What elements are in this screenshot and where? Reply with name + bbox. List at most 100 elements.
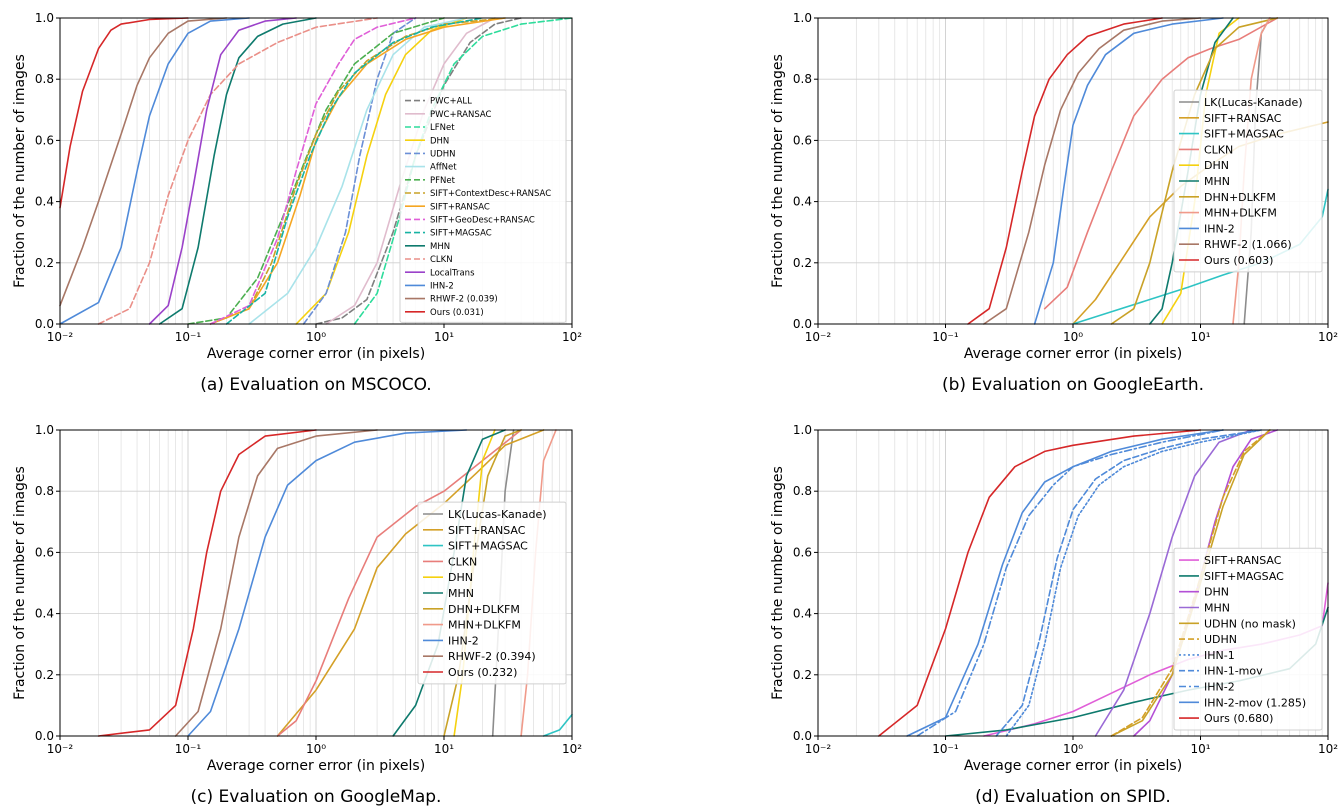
- legend-entry: SIFT+GeoDesc+RANSAC: [430, 215, 535, 225]
- series-line-4: [276, 429, 522, 737]
- x-tick-label: 10²: [562, 330, 582, 344]
- x-tick-label: 10⁻²: [805, 330, 832, 344]
- y-tick-label: 0.2: [793, 256, 812, 270]
- y-tick-label: 1.0: [793, 423, 812, 437]
- y-tick-label: 0.0: [35, 729, 54, 743]
- legend-entry: UDHN: [430, 149, 456, 159]
- legend-entry: SIFT+RANSAC: [1204, 554, 1282, 567]
- legend-entry: PWC+ALL: [430, 97, 472, 107]
- series-line-9: [187, 429, 468, 737]
- panel-caption: (a) Evaluation on MSCOCO.: [200, 375, 431, 395]
- legend-entry: DHN: [1204, 159, 1229, 172]
- series-line-10: [906, 429, 1224, 737]
- legend: LK(Lucas-Kanade) SIFT+RANSAC SIFT+MAGSAC CL…: [1173, 89, 1323, 273]
- panel-caption: (b) Evaluation on GoogleEarth.: [942, 375, 1204, 395]
- series-line-10: [209, 17, 417, 325]
- legend-entry: DHN: [1204, 586, 1229, 599]
- legend-entry: Ours (0.031): [430, 308, 484, 318]
- x-tick-label: 10⁻¹: [175, 330, 202, 344]
- chart-panel-3: 10⁻² 10⁻¹ 10⁰ 10¹ 10² 0.0 0.2 0.4 0.6 0.8 1.0 Avera…: [12, 423, 582, 807]
- series-line-5: [302, 17, 417, 325]
- legend-entry: IHN-1-mov: [1204, 665, 1263, 678]
- series-line-7: [187, 17, 445, 325]
- y-tick-label: 0.8: [35, 72, 54, 86]
- legend-entry: DHN: [430, 136, 449, 146]
- legend-entry: MHN: [1204, 601, 1230, 614]
- y-tick-label: 1.0: [793, 11, 812, 25]
- x-tick-label: 10⁻¹: [932, 330, 959, 344]
- y-tick-label: 1.0: [35, 11, 54, 25]
- legend-entry: Ours (0.232): [448, 666, 517, 679]
- legend-entry: SIFT+MAGSAC: [430, 229, 492, 239]
- legend-entry: RHWF-2 (1.066): [1204, 238, 1292, 251]
- y-tick-label: 0.4: [35, 195, 54, 209]
- legend-entry: LocalTrans: [430, 268, 475, 278]
- legend-entry: IHN-1: [1204, 649, 1235, 662]
- series-line-9: [1033, 17, 1224, 325]
- series-line-11: [97, 429, 317, 737]
- series-line-8: [995, 429, 1263, 737]
- series-line-11: [225, 17, 484, 325]
- x-tick-label: 10¹: [1190, 742, 1210, 756]
- x-axis-label: Average corner error (in pixels): [207, 758, 425, 774]
- legend-box: [399, 89, 567, 323]
- legend-entry: MHN: [430, 242, 450, 252]
- chart-panel-1: 10⁻² 10⁻¹ 10⁰ 10¹ 10² 0.0 0.2 0.4 0.6 0.8 1.0 Avera…: [12, 11, 582, 395]
- chart-panel-4: 10⁻² 10⁻¹ 10⁰ 10¹ 10² 0.0 0.2 0.4 0.6 0.8 1.0 Avera…: [770, 423, 1338, 807]
- legend-entry: SIFT+MAGSAC: [448, 540, 528, 553]
- legend-entry: SIFT+ContextDesc+RANSAC: [430, 189, 551, 199]
- legend-entry: SIFT+RANSAC: [430, 202, 490, 212]
- y-axis-label: Fraction of the number of images: [12, 54, 28, 288]
- y-tick-label: 0.6: [35, 545, 54, 559]
- chart-panel-2: 10⁻² 10⁻¹ 10⁰ 10¹ 10² 0.0 0.2 0.4 0.6 0.8 1.0 Avera…: [770, 11, 1338, 395]
- x-tick-label: 10⁰: [306, 330, 326, 344]
- x-tick-label: 10¹: [434, 330, 454, 344]
- legend-entry: IHN-2-mov (1.285): [1204, 696, 1306, 709]
- x-tick-label: 10⁻²: [47, 330, 74, 344]
- y-tick-label: 0.6: [793, 545, 812, 559]
- x-tick-label: 10⁻¹: [932, 742, 959, 756]
- series-line-2: [276, 429, 545, 737]
- x-tick-label: 10¹: [434, 742, 454, 756]
- x-axis-label: Average corner error (in pixels): [964, 346, 1182, 362]
- x-axis-label: Average corner error (in pixels): [207, 346, 425, 362]
- legend-entry: IHN-2: [1204, 222, 1235, 235]
- x-tick-label: 10⁻²: [47, 742, 74, 756]
- y-axis-label: Fraction of the number of images: [12, 466, 28, 700]
- x-tick-label: 10²: [1318, 742, 1338, 756]
- panel-caption: (d) Evaluation on SPID.: [975, 787, 1171, 807]
- y-tick-label: 0.6: [35, 133, 54, 147]
- legend-entry: PWC+RANSAC: [430, 110, 492, 120]
- y-axis-label: Fraction of the number of images: [770, 54, 786, 288]
- x-axis-label: Average corner error (in pixels): [964, 758, 1182, 774]
- legend-entry: SIFT+MAGSAC: [1204, 570, 1284, 583]
- x-tick-label: 10¹: [1190, 330, 1210, 344]
- legend-entry: MHN: [448, 587, 474, 600]
- x-tick-label: 10⁻²: [805, 742, 832, 756]
- legend-entry: SIFT+RANSAC: [1204, 112, 1282, 125]
- legend-entry: Ours (0.680): [1204, 712, 1273, 725]
- grid: [59, 430, 572, 736]
- y-tick-label: 0.0: [35, 317, 54, 331]
- legend-entry: DHN+DLKFM: [448, 603, 520, 616]
- series-line-13: [97, 17, 378, 325]
- legend-entry: UDHN (no mask): [1204, 617, 1296, 630]
- legend-box: [1173, 547, 1323, 731]
- legend-box: [1173, 89, 1323, 273]
- series-line-14: [148, 17, 298, 325]
- legend-entry: MHN+DLKFM: [1204, 207, 1277, 220]
- legend-box: [417, 501, 567, 685]
- y-tick-label: 0.4: [793, 195, 812, 209]
- series-line-11: [877, 429, 1202, 737]
- series-line-9: [916, 429, 1224, 737]
- series-line-16: [59, 17, 228, 307]
- legend-entry: RHWF-2 (0.039): [430, 295, 498, 305]
- series-line-10: [983, 17, 1202, 325]
- series-line-12: [158, 17, 317, 325]
- legend: SIFT+RANSAC SIFT+MAGSAC DHN MHN UDHN (no mas…: [1173, 547, 1323, 731]
- legend-entry: MHN: [1204, 175, 1230, 188]
- legend-entry: CLKN: [1204, 143, 1233, 156]
- y-tick-label: 1.0: [35, 423, 54, 437]
- y-tick-label: 0.8: [35, 484, 54, 498]
